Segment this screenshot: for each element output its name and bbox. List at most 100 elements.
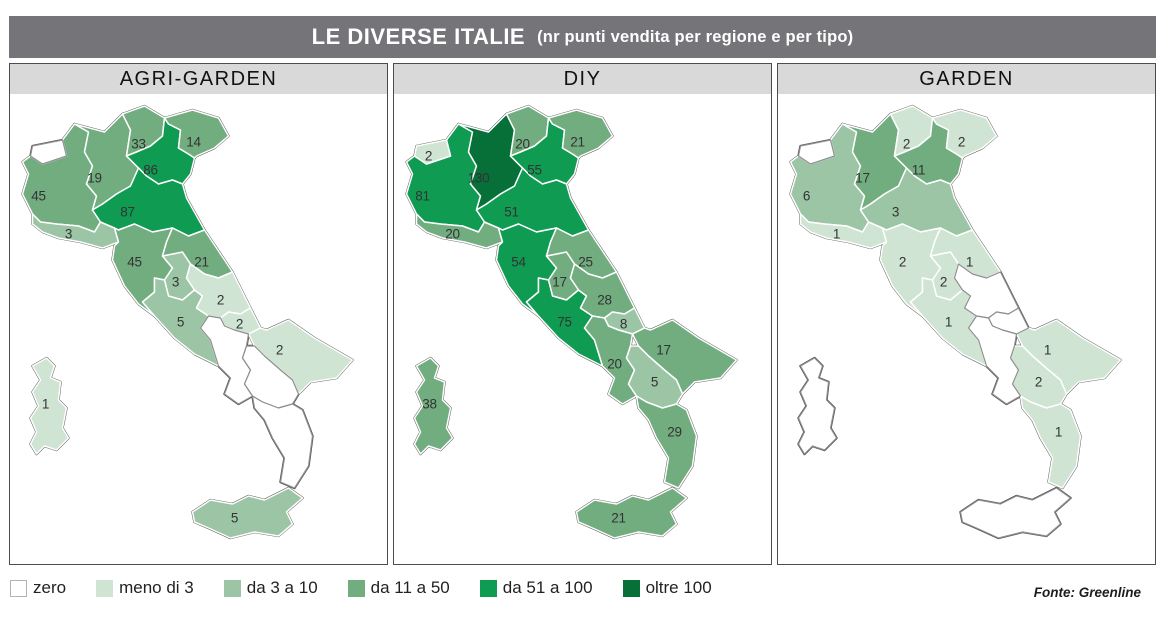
value-label-fvg: 2 bbox=[958, 135, 965, 150]
legend-item-c3_10: da 3 a 10 bbox=[223, 578, 318, 598]
legend-swatch-c11_50 bbox=[347, 579, 365, 597]
legend-label-c3_10: da 3 a 10 bbox=[246, 578, 318, 597]
value-label-mar: 1 bbox=[966, 255, 973, 270]
value-label-pie: 45 bbox=[31, 189, 45, 204]
value-label-umb: 2 bbox=[940, 275, 947, 290]
value-label-fvg: 21 bbox=[570, 135, 584, 150]
legend-label-c51_100: da 51 a 100 bbox=[502, 578, 593, 597]
legend-label-lt3: meno di 3 bbox=[119, 578, 194, 597]
legend-label-c11_50: da 11 a 50 bbox=[370, 578, 450, 597]
value-label-abr: 28 bbox=[597, 293, 611, 308]
region-sar bbox=[413, 357, 454, 455]
region-cam bbox=[967, 315, 1022, 405]
region-cal bbox=[635, 395, 698, 489]
chart-title-bar: LE DIVERSE ITALIE (nr punti vendita per … bbox=[9, 16, 1156, 58]
legend-item-gt100: oltre 100 bbox=[622, 578, 712, 598]
value-label-mol: 8 bbox=[620, 317, 627, 332]
legend-label-gt100: oltre 100 bbox=[645, 578, 712, 597]
region-vda bbox=[797, 139, 836, 165]
region-sic bbox=[959, 487, 1072, 539]
source-note: Fonte: Greenline bbox=[1033, 585, 1141, 600]
value-label-ven: 55 bbox=[527, 163, 541, 178]
value-label-tos: 45 bbox=[127, 255, 141, 270]
value-label-fvg: 14 bbox=[186, 135, 201, 150]
legend-item-c11_50: da 11 a 50 bbox=[347, 578, 450, 598]
value-label-cal: 1 bbox=[1055, 425, 1062, 440]
value-label-mar: 21 bbox=[194, 255, 208, 270]
value-label-pie: 6 bbox=[803, 189, 810, 204]
legend-swatch-zero bbox=[10, 579, 27, 597]
map-diy: 81 2 130 20 55 21 20 51 54 17 25 75 28 8 20 17 5 29 21 38 bbox=[405, 104, 738, 540]
region-fvg bbox=[547, 109, 614, 159]
value-label-taa: 20 bbox=[515, 137, 529, 152]
legend: zero meno di 3 da 3 a 10 da 11 a 50 da 51 a … bbox=[10, 578, 712, 598]
value-label-sar: 1 bbox=[42, 397, 49, 412]
value-label-mar: 25 bbox=[578, 255, 592, 270]
legend-item-zero: zero bbox=[10, 578, 66, 598]
region-fvg bbox=[931, 109, 998, 159]
value-label-tos: 2 bbox=[899, 255, 906, 270]
value-label-emr: 3 bbox=[892, 205, 899, 220]
legend-swatch-gt100 bbox=[622, 579, 640, 597]
panel-title-agri-garden: AGRI-GARDEN bbox=[10, 64, 387, 94]
value-label-cal: 29 bbox=[667, 425, 681, 440]
value-label-umb: 3 bbox=[172, 275, 179, 290]
value-label-laz: 75 bbox=[557, 315, 571, 330]
value-label-pug: 17 bbox=[656, 343, 670, 358]
panel-title-diy: DIY bbox=[394, 64, 771, 94]
value-label-lom: 130 bbox=[468, 171, 490, 186]
value-label-tos: 54 bbox=[511, 255, 526, 270]
value-label-lig: 20 bbox=[445, 227, 459, 242]
value-label-taa: 2 bbox=[903, 137, 910, 152]
region-vda bbox=[29, 139, 68, 165]
value-label-umb: 17 bbox=[552, 275, 566, 290]
chart-title: LE DIVERSE ITALIE bbox=[311, 24, 526, 49]
value-label-emr: 87 bbox=[120, 205, 134, 220]
panel-garden: GARDEN 6 17 2 11 2 1 3 2 2 1 1 1 2 1 bbox=[777, 63, 1156, 565]
value-label-bas: 2 bbox=[1035, 375, 1042, 390]
region-fvg bbox=[163, 109, 230, 159]
panel-map-diy: 81 2 130 20 55 21 20 51 54 17 25 75 28 8 20 17 5 29 21 38 bbox=[394, 94, 771, 564]
value-label-taa: 33 bbox=[131, 137, 145, 152]
panel-map-garden: 6 17 2 11 2 1 3 2 2 1 1 1 2 1 bbox=[778, 94, 1155, 564]
value-label-sic: 21 bbox=[611, 511, 625, 526]
value-label-laz: 5 bbox=[177, 315, 184, 330]
value-label-lom: 17 bbox=[855, 171, 869, 186]
legend-swatch-c3_10 bbox=[223, 579, 241, 597]
value-label-bas: 5 bbox=[651, 375, 658, 390]
value-label-abr: 2 bbox=[217, 293, 224, 308]
legend-label-zero: zero bbox=[33, 578, 67, 597]
value-label-ven: 11 bbox=[912, 163, 925, 178]
region-vda bbox=[413, 139, 452, 165]
value-label-pie: 81 bbox=[415, 189, 429, 204]
value-label-lig: 1 bbox=[833, 227, 840, 242]
legend-swatch-lt3 bbox=[96, 579, 114, 597]
region-sic bbox=[191, 487, 304, 539]
value-label-vda: 2 bbox=[425, 149, 432, 164]
value-label-pug: 2 bbox=[276, 343, 283, 358]
value-label-emr: 51 bbox=[504, 205, 518, 220]
value-label-lig: 3 bbox=[65, 227, 72, 242]
value-label-pug: 1 bbox=[1044, 343, 1051, 358]
panel-agri-garden: AGRI-GARDEN 45 19 33 86 14 3 87 45 3 21 5 2 2 2 5 1 bbox=[9, 63, 388, 565]
chart-subtitle: (nr punti vendita per regione e per tipo… bbox=[537, 27, 854, 46]
region-sar bbox=[29, 357, 70, 455]
value-label-laz: 1 bbox=[945, 315, 952, 330]
region-cal bbox=[1019, 395, 1082, 489]
map-panels: AGRI-GARDEN 45 19 33 86 14 3 87 45 3 21 5 2 2 2 5 1 DIY… bbox=[9, 63, 1156, 565]
panel-diy: DIY 81 2 130 20 55 21 20 51 54 17 25 75 28 8 20 17 5 29 21… bbox=[393, 63, 772, 565]
value-label-sar: 38 bbox=[422, 397, 436, 412]
legend-swatch-c51_100 bbox=[479, 579, 497, 597]
panel-title-garden: GARDEN bbox=[778, 64, 1155, 94]
legend-item-lt3: meno di 3 bbox=[96, 578, 194, 598]
legend-item-c51_100: da 51 a 100 bbox=[479, 578, 593, 598]
value-label-sic: 5 bbox=[231, 511, 238, 526]
value-label-mol: 2 bbox=[236, 317, 243, 332]
region-sic bbox=[575, 487, 688, 539]
region-cal bbox=[251, 395, 314, 489]
panel-map-agri-garden: 45 19 33 86 14 3 87 45 3 21 5 2 2 2 5 1 bbox=[10, 94, 387, 564]
value-label-ven: 86 bbox=[143, 163, 157, 178]
value-label-lom: 19 bbox=[87, 171, 101, 186]
